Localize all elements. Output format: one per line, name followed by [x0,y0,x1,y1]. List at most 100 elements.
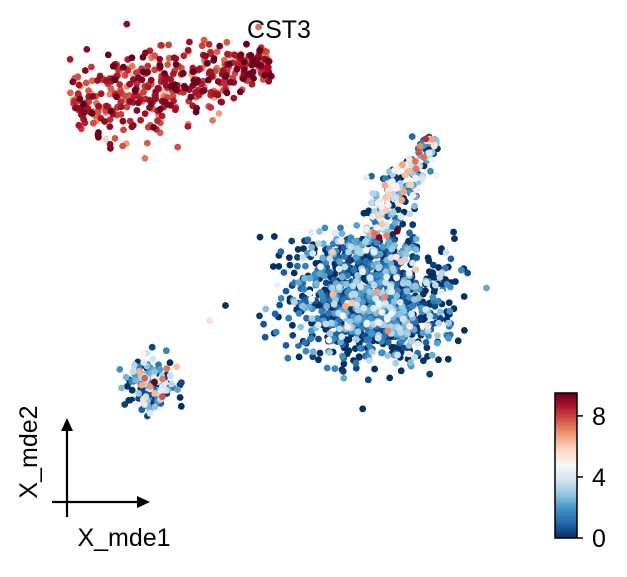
scatter-point [394,287,401,295]
scatter-point [166,372,174,379]
scatter-point [398,196,406,204]
scatter-point [140,88,147,96]
scatter-point [282,342,290,349]
scatter-point [159,393,166,400]
scatter-point [406,229,413,237]
scatter-point [129,368,137,375]
scatter-point [249,57,256,64]
x-axis-arrowhead [137,496,150,508]
scatter-point [373,239,381,247]
scatter-point [309,250,317,257]
scatter-point [321,224,329,232]
scatter-point [382,268,390,276]
scatter-point [297,323,305,331]
scatter-point [323,302,330,310]
scatter-point [156,55,164,63]
scatter-point [189,68,197,76]
scatter-point [130,361,138,369]
scatter-point [293,337,300,344]
scatter-point [315,356,322,364]
scatter-point [138,406,146,414]
scatter-point [285,314,293,322]
scatter-point [417,314,425,322]
scatter-point [445,319,452,327]
scatter-point [317,289,324,296]
scatter-point [137,116,145,124]
scatter-point [428,136,436,143]
scatter-point [375,264,382,272]
scatter-point [212,67,219,75]
scatter-point [269,263,277,270]
scatter-point [90,119,97,127]
scatter-point [104,51,112,59]
scatter-point [353,336,360,343]
scatter-point [74,73,82,81]
scatter-point [317,263,324,270]
scatter-point [294,246,302,253]
scatter-point [308,295,315,303]
scatter-point [308,243,315,251]
scatter-point [266,72,274,80]
scatter-point [140,396,147,403]
scatter-point [205,41,213,48]
scatter-point [405,167,413,175]
scatter-point [433,339,441,347]
scatter-point [445,334,452,342]
scatter-point [390,298,398,305]
scatter-point [237,52,244,59]
scatter-point [426,362,434,370]
scatter-point [260,320,267,328]
scatter-point [408,133,416,141]
scatter-point [407,359,415,366]
scatter-point [131,400,139,408]
scatter-point [151,66,159,74]
scatter-point [325,309,333,317]
scatter-point [419,128,427,136]
scatter-point [134,99,142,107]
scatter-point [159,375,167,383]
scatter-point [319,254,327,262]
scatter-point [399,220,407,228]
scatter-point [336,258,343,266]
scatter-point [405,350,413,358]
scatter-point [170,54,178,62]
scatter-point [131,86,139,94]
scatter-point [89,93,97,100]
scatter-point [128,54,136,62]
scatter-point [270,233,278,240]
scatter-point [339,312,347,320]
scatter-point [139,53,147,61]
scatter-point [192,108,200,116]
scatter-point [227,78,234,86]
scatter-point [179,69,187,77]
scatter-point [374,334,382,342]
scatter-point [329,248,336,256]
scatter-point [117,98,125,106]
scatter-point [72,104,79,112]
scatter-point [388,288,396,296]
scatter-point [126,80,133,88]
scatter-point [383,273,390,281]
colorbar-gradient [554,392,578,539]
scatter-point [353,301,360,309]
scatter-point [363,336,371,344]
scatter-point [289,321,296,329]
scatter-point [354,306,362,314]
colorbar-tick-label: 8 [592,403,606,431]
scatter-point [174,386,182,393]
colorbar: 0 4 8 [554,392,606,553]
scatter-point [328,284,336,292]
scatter-point [429,293,437,301]
scatter-point [412,235,420,243]
scatter-point [163,365,171,373]
scatter-point [249,68,257,76]
scatter-point [106,90,114,98]
scatter-point [348,299,355,307]
scatter-point [262,305,270,313]
scatter-point [133,69,140,76]
scatter-point [200,36,208,44]
scatter-point [326,349,333,356]
scatter-point [156,63,164,70]
scatter-point [192,79,200,86]
scatter-point [368,329,376,337]
